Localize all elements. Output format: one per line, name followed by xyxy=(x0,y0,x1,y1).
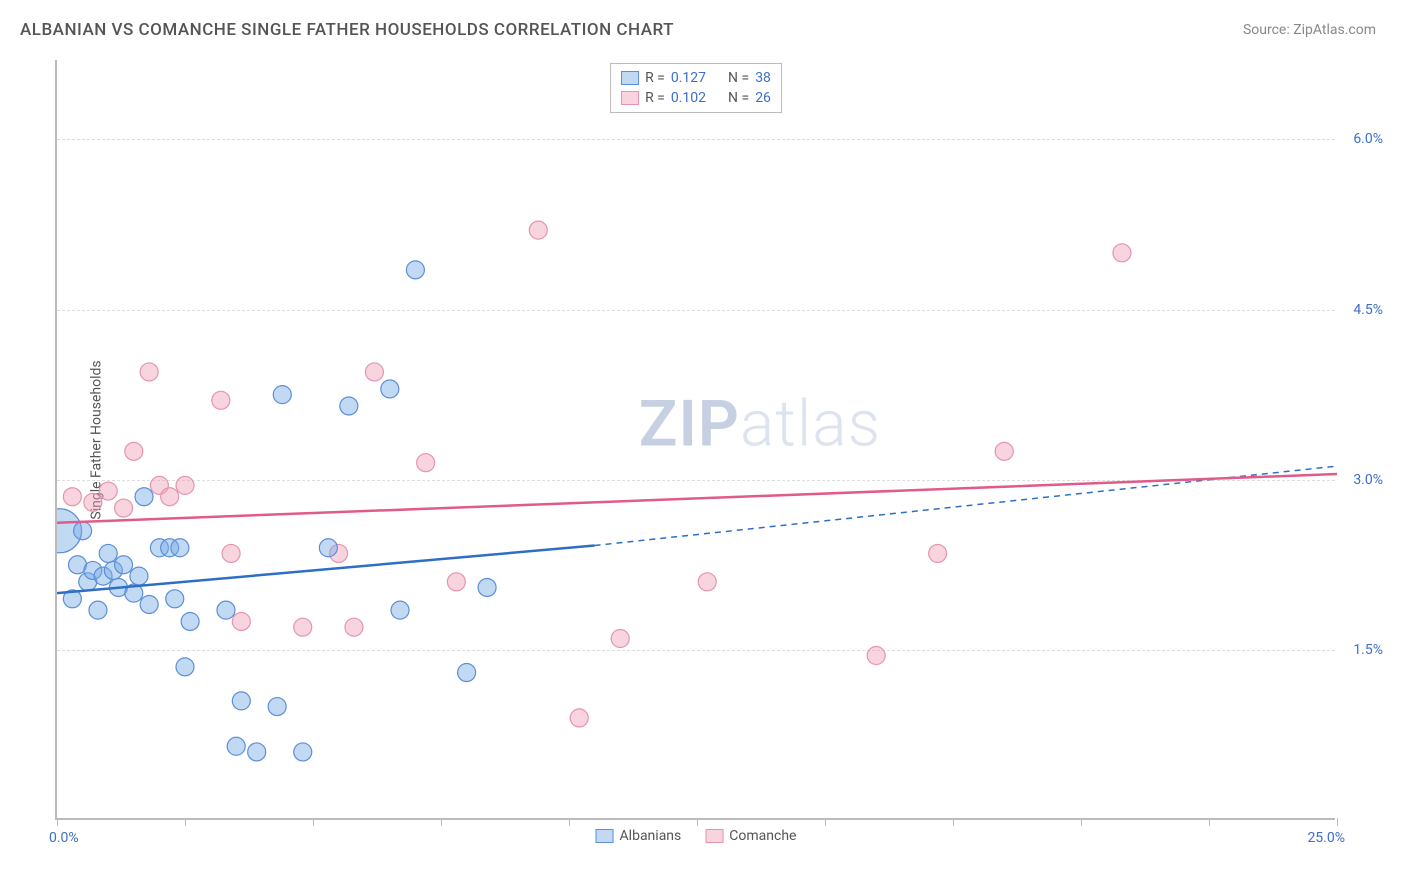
scatter-point-comanche xyxy=(345,618,363,636)
scatter-point-comanche xyxy=(63,488,81,506)
scatter-point-albanians xyxy=(176,658,194,676)
scatter-point-albanians xyxy=(217,601,235,619)
scatter-point-albanians xyxy=(232,692,250,710)
scatter-point-comanche xyxy=(212,391,230,409)
legend-row-albanians: R = 0.127 N = 38 xyxy=(621,68,771,88)
scatter-point-comanche xyxy=(294,618,312,636)
legend-row-comanche: R = 0.102 N = 26 xyxy=(621,88,771,108)
regression-line-comanche xyxy=(57,474,1337,523)
scatter-point-comanche xyxy=(176,476,194,494)
scatter-point-albanians xyxy=(381,380,399,398)
scatter-point-comanche xyxy=(84,493,102,511)
scatter-point-comanche xyxy=(698,573,716,591)
y-tick-label: 4.5% xyxy=(1353,302,1383,318)
x-axis-min-label: 0.0% xyxy=(49,830,79,846)
scatter-point-comanche xyxy=(222,544,240,562)
scatter-point-albanians xyxy=(478,578,496,596)
legend-item-comanche: Comanche xyxy=(705,828,796,844)
x-tick xyxy=(1337,818,1338,826)
scatter-point-albanians xyxy=(140,595,158,613)
scatter-point-comanche xyxy=(140,363,158,381)
scatter-point-albanians xyxy=(130,567,148,585)
scatter-point-comanche xyxy=(125,442,143,460)
scatter-point-albanians xyxy=(135,488,153,506)
scatter-point-albanians xyxy=(268,698,286,716)
chart-header: ALBANIAN VS COMANCHE SINGLE FATHER HOUSE… xyxy=(0,0,1406,50)
chart-container: Single Father Households ZIPatlas R = 0.… xyxy=(55,60,1375,820)
scatter-point-albanians xyxy=(89,601,107,619)
swatch-comanche-icon xyxy=(621,91,639,105)
scatter-point-comanche xyxy=(447,573,465,591)
swatch-comanche-icon xyxy=(705,829,723,843)
scatter-point-albanians xyxy=(340,397,358,415)
scatter-point-comanche xyxy=(417,454,435,472)
scatter-point-comanche xyxy=(365,363,383,381)
y-tick-label: 1.5% xyxy=(1353,642,1383,658)
scatter-point-comanche xyxy=(611,630,629,648)
scatter-point-comanche xyxy=(1113,244,1131,262)
legend-item-albanians: Albanians xyxy=(596,828,682,844)
swatch-albanians-icon xyxy=(621,71,639,85)
scatter-point-albanians xyxy=(391,601,409,619)
swatch-albanians-icon xyxy=(596,829,614,843)
y-tick-label: 6.0% xyxy=(1353,131,1383,147)
scatter-point-albanians xyxy=(171,539,189,557)
scatter-point-albanians xyxy=(458,664,476,682)
scatter-point-albanians xyxy=(273,386,291,404)
scatter-point-albanians xyxy=(74,522,92,540)
plot-area: ZIPatlas R = 0.127 N = 38 R = 0.102 N = … xyxy=(55,60,1335,820)
x-axis-max-label: 25.0% xyxy=(1307,830,1345,846)
scatter-point-albanians xyxy=(294,743,312,761)
scatter-point-comanche xyxy=(929,544,947,562)
scatter-point-comanche xyxy=(995,442,1013,460)
scatter-point-comanche xyxy=(867,647,885,665)
chart-title: ALBANIAN VS COMANCHE SINGLE FATHER HOUSE… xyxy=(20,20,674,40)
y-tick-label: 3.0% xyxy=(1353,472,1383,488)
legend-correlation: R = 0.127 N = 38 R = 0.102 N = 26 xyxy=(610,63,782,113)
legend-series: Albanians Comanche xyxy=(596,828,797,844)
scatter-point-comanche xyxy=(529,221,547,239)
scatter-point-comanche xyxy=(570,709,588,727)
scatter-point-comanche xyxy=(115,499,133,517)
scatter-point-albanians xyxy=(99,544,117,562)
scatter-point-comanche xyxy=(99,482,117,500)
scatter-point-albanians xyxy=(319,539,337,557)
scatter-point-albanians xyxy=(248,743,266,761)
source-attribution: Source: ZipAtlas.com xyxy=(1243,22,1376,38)
scatter-point-albanians xyxy=(406,261,424,279)
scatter-point-comanche xyxy=(161,488,179,506)
scatter-point-albanians xyxy=(181,612,199,630)
scatter-point-comanche xyxy=(232,612,250,630)
scatter-point-albanians xyxy=(166,590,184,608)
scatter-plot xyxy=(57,60,1337,820)
scatter-point-albanians xyxy=(115,556,133,574)
scatter-point-albanians xyxy=(227,737,245,755)
